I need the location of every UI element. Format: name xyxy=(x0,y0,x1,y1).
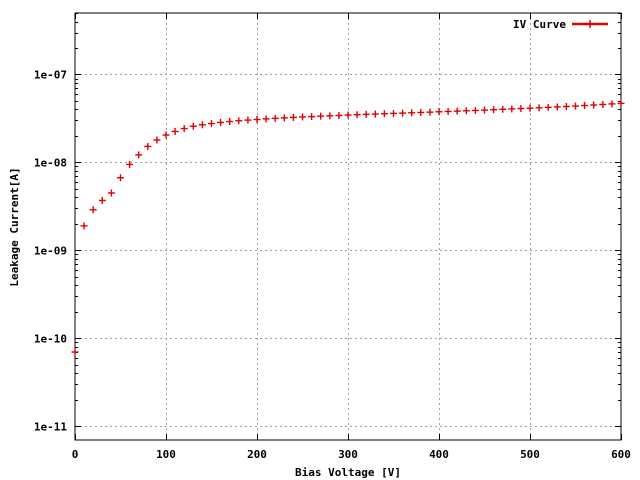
plot-frame xyxy=(74,12,622,441)
data-point xyxy=(271,114,279,122)
data-point xyxy=(380,110,388,118)
data-point xyxy=(208,120,215,128)
data-point xyxy=(508,105,516,113)
x-tick-label: 600 xyxy=(611,448,631,461)
data-point xyxy=(526,104,534,112)
data-point xyxy=(608,100,616,108)
data-point xyxy=(180,125,188,133)
data-point xyxy=(326,112,334,120)
data-point xyxy=(399,109,407,117)
data-point xyxy=(289,113,297,121)
data-point xyxy=(198,121,206,129)
y-tick-label: 1e-07 xyxy=(34,68,67,81)
data-point xyxy=(590,101,598,109)
data-point xyxy=(572,102,579,110)
x-tick-label: 400 xyxy=(429,448,449,461)
data-point xyxy=(280,114,288,122)
x-axis-label: Bias Voltage [V] xyxy=(295,466,401,479)
x-tick-label: 100 xyxy=(156,448,176,461)
data-point xyxy=(517,105,525,113)
data-point xyxy=(344,111,352,119)
data-point xyxy=(262,115,270,123)
data-point xyxy=(71,348,79,356)
legend-label: IV Curve xyxy=(513,18,566,31)
data-point xyxy=(144,142,152,150)
data-point xyxy=(417,108,425,116)
x-tick-label: 200 xyxy=(247,448,267,461)
data-point xyxy=(217,118,225,126)
data-point xyxy=(235,117,243,125)
data-point xyxy=(499,105,507,113)
y-tick-label: 1e-09 xyxy=(34,244,67,257)
y-tick-label: 1e-10 xyxy=(34,332,67,345)
data-point xyxy=(308,113,316,121)
data-point xyxy=(490,106,498,114)
data-point xyxy=(444,107,452,115)
data-point xyxy=(107,189,115,197)
data-point xyxy=(599,100,607,108)
data-point xyxy=(481,106,488,114)
data-point xyxy=(171,127,179,135)
data-point xyxy=(435,108,443,116)
data-point xyxy=(335,111,343,119)
data-point xyxy=(153,136,161,144)
data-point xyxy=(89,206,97,214)
data-point xyxy=(544,103,552,111)
data-point xyxy=(299,113,306,121)
data-point xyxy=(253,115,261,123)
data-point xyxy=(553,103,561,111)
data-point xyxy=(362,110,370,118)
data-point xyxy=(535,104,543,112)
data-point xyxy=(471,106,479,114)
data-point xyxy=(390,109,397,117)
data-point xyxy=(581,102,589,110)
ticks-layer: 0 100 200 300 400 500 600 1e-11 1e-10 1e-09 1e-08 1… xyxy=(34,13,631,461)
grid-layer xyxy=(75,13,621,440)
data-point xyxy=(189,122,197,130)
data-point xyxy=(426,108,434,116)
data-point xyxy=(162,131,170,139)
data-point xyxy=(317,112,325,120)
data-point xyxy=(135,151,143,159)
data-point xyxy=(98,196,106,204)
y-tick-label: 1e-11 xyxy=(34,420,67,433)
data-point xyxy=(126,160,134,168)
y-tick-label: 1e-08 xyxy=(34,156,67,169)
data-point xyxy=(408,109,416,117)
x-tick-label: 0 xyxy=(72,448,79,461)
data-point xyxy=(617,99,625,107)
data-point xyxy=(453,107,461,115)
data-point xyxy=(562,102,570,110)
data-point xyxy=(80,222,88,230)
data-point xyxy=(117,174,124,182)
data-point xyxy=(371,110,379,118)
data-point xyxy=(226,118,234,126)
x-tick-label: 500 xyxy=(520,448,540,461)
data-points-layer xyxy=(71,99,625,356)
legend: IV Curve xyxy=(513,18,608,31)
data-point xyxy=(244,116,252,124)
y-axis-label: Leakage Current[A] xyxy=(8,167,21,286)
x-tick-label: 300 xyxy=(338,448,358,461)
data-point xyxy=(462,107,470,115)
legend-marker xyxy=(586,20,594,28)
data-point xyxy=(353,111,361,119)
